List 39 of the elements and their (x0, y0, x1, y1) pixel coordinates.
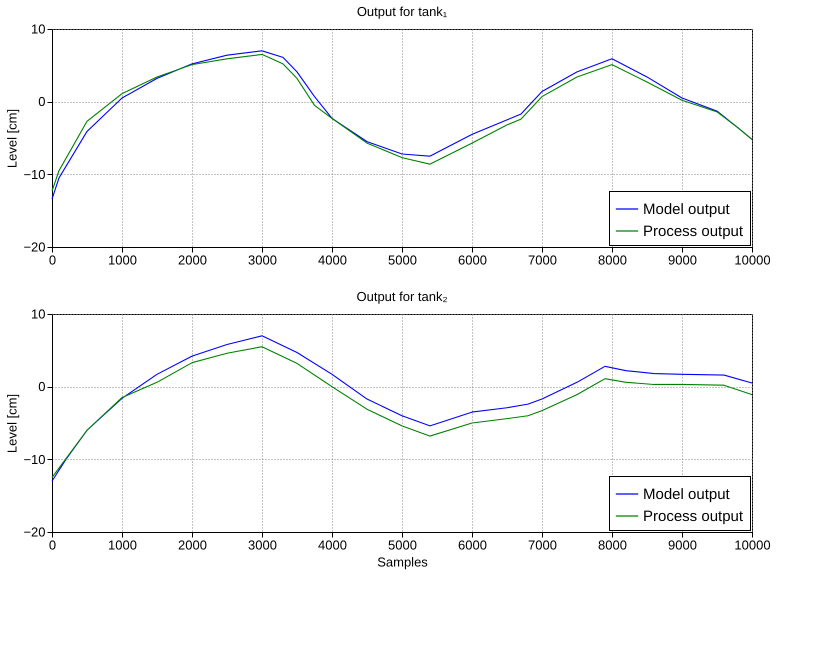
y-axis-title: Level [cm] (4, 108, 20, 168)
x-tick-label: 8000 (598, 252, 627, 268)
x-tick-label: 0 (48, 538, 56, 552)
x-tick-label: 6000 (458, 538, 487, 552)
x-tick-label: 7000 (528, 538, 557, 552)
y-tick-label: −10 (23, 452, 46, 467)
legend-label: Process output (643, 508, 744, 525)
y-tick-label: −20 (23, 524, 46, 540)
y-tick-label: −20 (23, 240, 46, 254)
x-tick-label: 1000 (108, 252, 137, 268)
x-tick-label: 4000 (318, 538, 347, 552)
x-tick-label: 2000 (178, 252, 207, 268)
y-tick-label: 10 (31, 306, 46, 322)
x-tick-label: 4000 (318, 252, 347, 268)
x-tick-label: 1000 (108, 538, 137, 552)
chart-title: Output for tank₁ (356, 4, 448, 19)
x-tick-label: 10000 (734, 538, 771, 552)
y-tick-label: −10 (23, 166, 46, 182)
x-tick-label: 10000 (734, 252, 771, 268)
y-axis-title: Level [cm] (4, 394, 20, 454)
x-tick-label: 0 (48, 252, 56, 268)
x-tick-label: 6000 (458, 252, 487, 268)
legend-label: Model output (643, 486, 731, 503)
x-tick-label: 9000 (668, 252, 697, 268)
x-tick-label: 5000 (388, 538, 417, 552)
x-tick-label: 9000 (668, 538, 697, 552)
x-tick-label: 5000 (388, 252, 417, 268)
x-tick-label: 3000 (248, 252, 277, 268)
y-tick-label: 0 (38, 379, 46, 394)
y-tick-label: 10 (31, 22, 46, 36)
y-tick-label: 0 (38, 94, 46, 110)
chart-title: Output for tank₂ (356, 289, 448, 304)
legend-label: Process output (643, 223, 744, 240)
x-tick-label: 2000 (178, 538, 207, 552)
x-tick-label: 7000 (528, 252, 557, 268)
x-tick-label: 8000 (598, 538, 627, 552)
x-tick-label: 3000 (248, 538, 277, 552)
x-axis-title: Samples (377, 554, 428, 570)
legend-label: Model output (643, 201, 731, 218)
